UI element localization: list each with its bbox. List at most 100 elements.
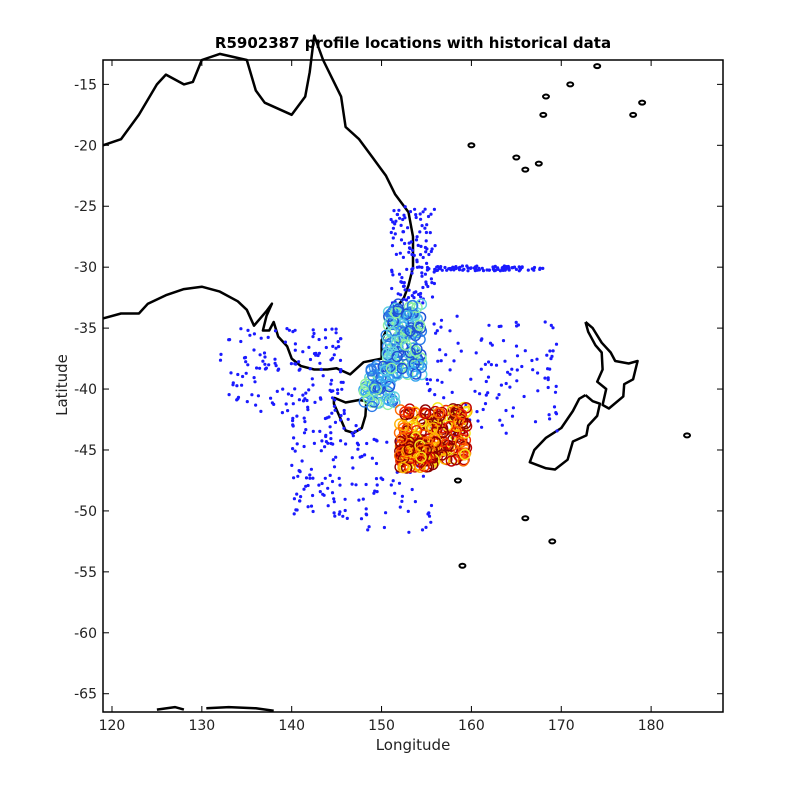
y-tick-label: -15 (74, 77, 97, 93)
historical-point (444, 353, 448, 357)
historical-point (398, 216, 402, 220)
profile-marker (402, 406, 415, 418)
island-outline (629, 111, 638, 118)
historical-point (320, 439, 324, 443)
historical-point (399, 280, 403, 284)
historical-point (281, 387, 285, 391)
historical-point (361, 497, 365, 501)
historical-point (326, 441, 330, 445)
historical-point (484, 393, 488, 397)
historical-point (332, 497, 336, 501)
historical-point (292, 512, 296, 516)
historical-point (286, 409, 290, 413)
historical-point (311, 383, 315, 387)
historical-point (479, 338, 483, 342)
historical-point (337, 345, 341, 349)
historical-point (353, 430, 357, 434)
historical-point (258, 366, 262, 370)
profile-marker (433, 407, 445, 419)
historical-point (244, 360, 248, 364)
historical-point (427, 389, 431, 393)
profile-marker (383, 380, 396, 393)
historical-point (263, 362, 267, 366)
historical-point (469, 266, 473, 270)
historical-point (385, 440, 389, 444)
profile-marker (437, 426, 449, 438)
historical-point (504, 431, 508, 435)
historical-point (541, 266, 545, 270)
historical-point (462, 267, 466, 271)
historical-point (246, 328, 250, 332)
historical-point (554, 342, 559, 346)
profile-marker (408, 308, 421, 320)
historical-point (323, 445, 327, 449)
historical-point (306, 408, 310, 412)
historical-point (256, 394, 260, 398)
historical-point (426, 214, 431, 219)
historical-point (290, 393, 294, 398)
profile-marker (397, 461, 409, 474)
historical-point (293, 328, 297, 332)
historical-point (307, 345, 311, 349)
historical-point (469, 377, 473, 381)
x-tick-label: 130 (188, 718, 215, 734)
historical-point (298, 367, 302, 371)
historical-point (515, 379, 519, 383)
historical-point (397, 272, 402, 276)
historical-point (402, 213, 406, 217)
historical-point (518, 265, 522, 270)
historical-point (551, 349, 555, 353)
historical-point (337, 512, 341, 516)
historical-point (480, 425, 484, 429)
historical-point (395, 212, 399, 217)
historical-point (318, 429, 322, 433)
historical-point (515, 354, 520, 358)
profile-marker (411, 301, 423, 313)
profile-marker (452, 416, 465, 429)
historical-point (312, 441, 316, 445)
historical-point (406, 226, 410, 230)
historical-point (375, 439, 379, 443)
historical-point (303, 397, 307, 401)
island-outline (521, 515, 530, 522)
x-tick-label: 140 (278, 718, 305, 734)
historical-point (439, 359, 443, 363)
historical-point (295, 442, 299, 446)
historical-point (363, 453, 367, 457)
historical-point (304, 391, 308, 395)
historical-point (334, 331, 338, 335)
historical-point (436, 265, 440, 269)
historical-point (390, 286, 394, 291)
historical-point (473, 389, 477, 393)
historical-point (308, 476, 312, 480)
historical-point (432, 322, 436, 326)
historical-point (336, 340, 340, 344)
historical-point (305, 398, 309, 403)
historical-point (420, 274, 424, 278)
historical-point (479, 367, 483, 371)
historical-point (357, 427, 362, 431)
historical-point (401, 217, 405, 222)
historical-point (252, 332, 256, 336)
historical-point (419, 217, 423, 221)
historical-point (343, 497, 347, 501)
historical-point (410, 248, 415, 252)
historical-point (432, 270, 436, 274)
historical-point (332, 465, 337, 469)
historical-point (333, 514, 337, 518)
historical-point (240, 383, 244, 387)
historical-point (407, 530, 411, 534)
profile-marker (414, 456, 427, 468)
historical-point (382, 525, 386, 530)
historical-point (500, 423, 504, 427)
historical-point (372, 437, 376, 441)
historical-point (545, 353, 549, 357)
island-outline (548, 538, 557, 545)
historical-point (452, 359, 456, 363)
historical-point (406, 509, 410, 513)
historical-point (350, 431, 354, 435)
historical-point (346, 417, 350, 421)
historical-point (333, 408, 337, 412)
historical-point (253, 380, 257, 384)
profile-marker (381, 347, 393, 359)
